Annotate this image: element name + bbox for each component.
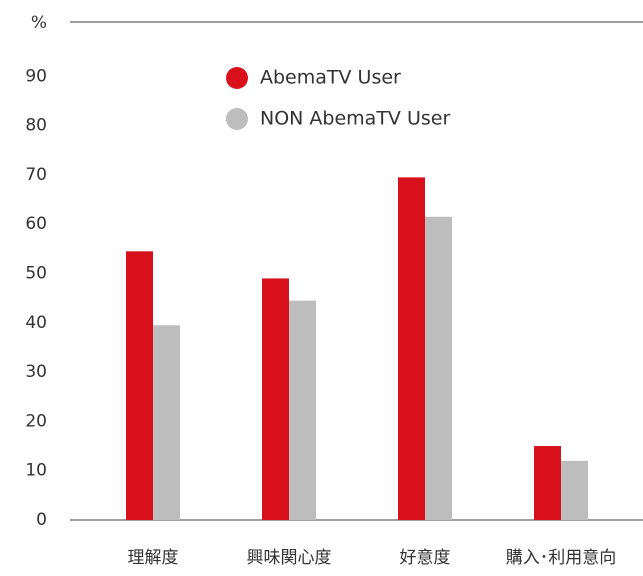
- bar: [126, 251, 153, 520]
- y-tick-label: 50: [25, 264, 47, 284]
- y-tick-label: 20: [25, 411, 47, 431]
- x-tick-label: 購入･利用意向: [506, 548, 617, 568]
- y-tick-label: 40: [25, 313, 47, 333]
- x-tick-label: 興味関心度: [247, 548, 332, 568]
- y-tick-label: 70: [25, 165, 47, 185]
- legend-marker: [226, 108, 248, 130]
- bar: [398, 177, 425, 521]
- legend-label: NON AbemaTV User: [260, 108, 450, 130]
- legend-label: AbemaTV User: [260, 67, 401, 89]
- y-tick-label: 90: [25, 66, 47, 86]
- y-tick-label: %: [31, 13, 47, 33]
- x-tick-label: 好意度: [400, 548, 451, 568]
- y-tick-label: 60: [25, 214, 47, 234]
- bar: [262, 278, 289, 520]
- bar: [425, 216, 452, 520]
- y-tick-label: 10: [25, 461, 47, 481]
- bar: [153, 325, 180, 520]
- bar: [534, 446, 561, 520]
- y-tick-label: 80: [25, 116, 47, 136]
- bar: [561, 460, 588, 520]
- legend-marker: [226, 67, 248, 89]
- x-tick-label: 理解度: [128, 548, 179, 568]
- bar: [289, 300, 316, 520]
- y-tick-label: 30: [25, 362, 47, 382]
- y-tick-label: 0: [36, 510, 47, 530]
